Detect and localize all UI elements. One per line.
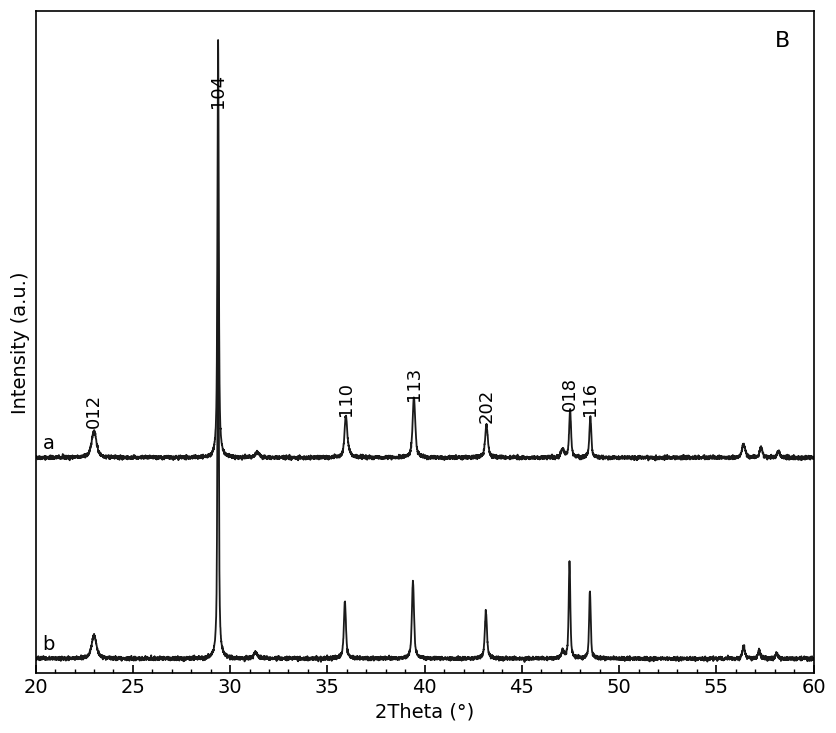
Text: 202: 202: [477, 389, 495, 424]
Text: B: B: [774, 31, 789, 51]
Text: 116: 116: [581, 382, 599, 416]
Text: 018: 018: [560, 377, 579, 411]
X-axis label: 2Theta (°): 2Theta (°): [375, 703, 474, 722]
Text: b: b: [43, 635, 55, 654]
Text: 113: 113: [405, 367, 422, 402]
Y-axis label: Intensity (a.u.): Intensity (a.u.): [11, 271, 30, 413]
Text: 104: 104: [209, 74, 227, 108]
Text: 110: 110: [336, 382, 354, 416]
Text: 012: 012: [85, 394, 103, 428]
Text: a: a: [43, 434, 54, 453]
